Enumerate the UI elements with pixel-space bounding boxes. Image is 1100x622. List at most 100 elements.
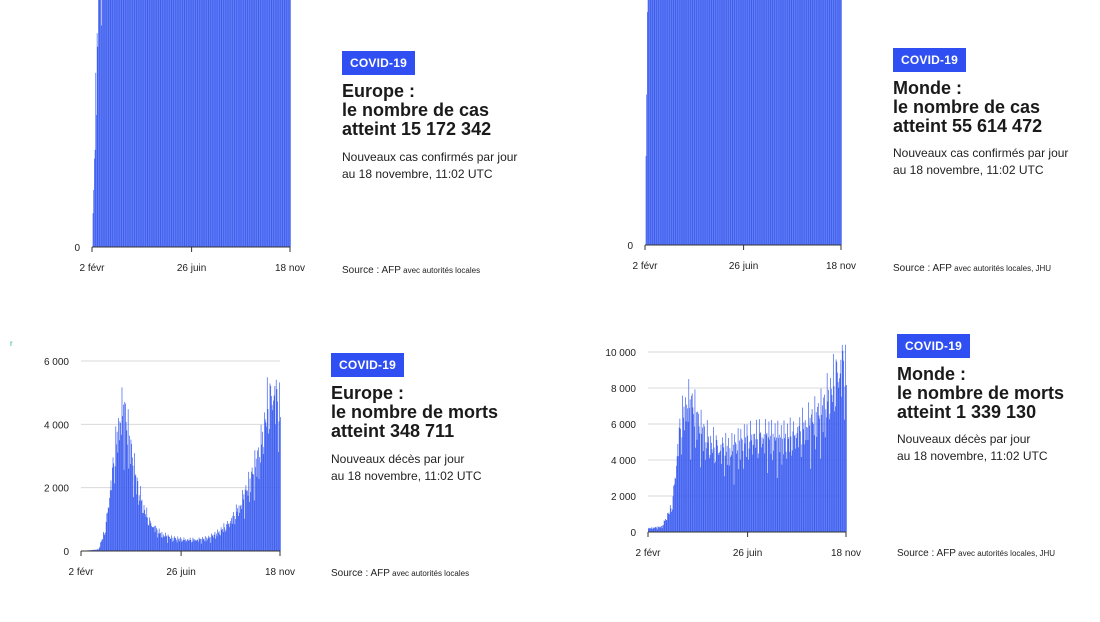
bar [114,0,116,247]
bar [282,0,284,247]
bar [108,508,110,551]
bar [790,0,791,245]
bar [220,535,221,551]
bar [210,542,212,551]
bar [233,511,234,551]
bar [133,497,135,551]
bar [834,0,835,245]
bar [785,0,787,245]
bar [780,437,781,532]
bar [286,0,288,247]
bar [802,0,804,245]
bar [829,413,831,532]
bar [661,0,663,245]
bar [819,458,821,532]
bar [188,0,190,247]
bar [98,0,100,247]
bar [832,0,834,245]
bar [717,453,719,532]
bar [126,0,128,247]
bar [680,0,682,245]
x-tick-label: 26 juin [729,261,758,272]
bar [123,404,124,551]
bar [698,0,700,245]
bar [809,0,811,245]
bar [797,0,799,245]
bar [289,0,291,247]
x-tick-label: 18 nov [265,567,295,578]
bar [726,445,728,532]
bar [750,0,751,245]
bar [135,0,136,247]
bar [218,0,220,247]
bar [97,549,99,551]
bar [807,440,809,532]
bar [187,539,189,551]
bar [181,0,182,247]
bar [722,0,724,245]
bar [244,0,246,247]
x-tick-label: 18 nov [826,261,856,272]
bar [721,463,723,532]
bar [701,0,703,245]
bar [842,350,844,532]
bar [136,494,137,551]
bar [752,0,754,245]
bar [197,0,199,247]
bar [217,0,219,247]
x-tick-label: 26 juin [177,263,206,274]
bar [750,440,752,532]
bar [184,0,186,247]
bar [241,509,243,551]
bar [264,419,266,551]
bar [207,0,209,247]
bar [811,409,813,532]
bar [786,458,788,532]
bar [711,449,713,532]
bar [765,0,767,245]
bar [816,0,818,245]
bar [743,0,745,245]
bar [689,407,690,532]
bar [216,0,218,247]
bar [678,456,679,532]
bar [704,0,706,245]
bar [790,0,792,245]
bar [801,444,803,532]
bar [191,541,193,551]
bar [844,386,846,532]
bar [813,435,815,532]
bar [787,423,788,532]
bar [645,155,647,245]
bar [760,0,762,245]
bar [101,539,103,551]
bar [190,540,192,551]
bar [178,539,179,551]
bar [670,0,671,245]
bar [174,0,175,247]
bar [665,520,667,532]
bar [690,0,692,245]
bar [226,521,228,551]
bar [271,404,273,551]
bar [698,426,700,532]
bar [218,532,219,551]
bar [107,512,108,551]
bar [260,462,261,551]
bar [187,0,188,247]
bar [125,421,127,551]
bar [722,443,724,532]
bar [246,490,248,551]
bar [208,535,210,551]
bar [268,433,269,551]
bar [216,0,217,247]
bar [704,426,705,532]
bar [187,0,189,247]
x-tick-label: 26 juin [733,548,762,559]
bar [841,0,842,245]
bar [222,532,224,551]
bar [240,505,241,551]
bar [100,25,102,248]
